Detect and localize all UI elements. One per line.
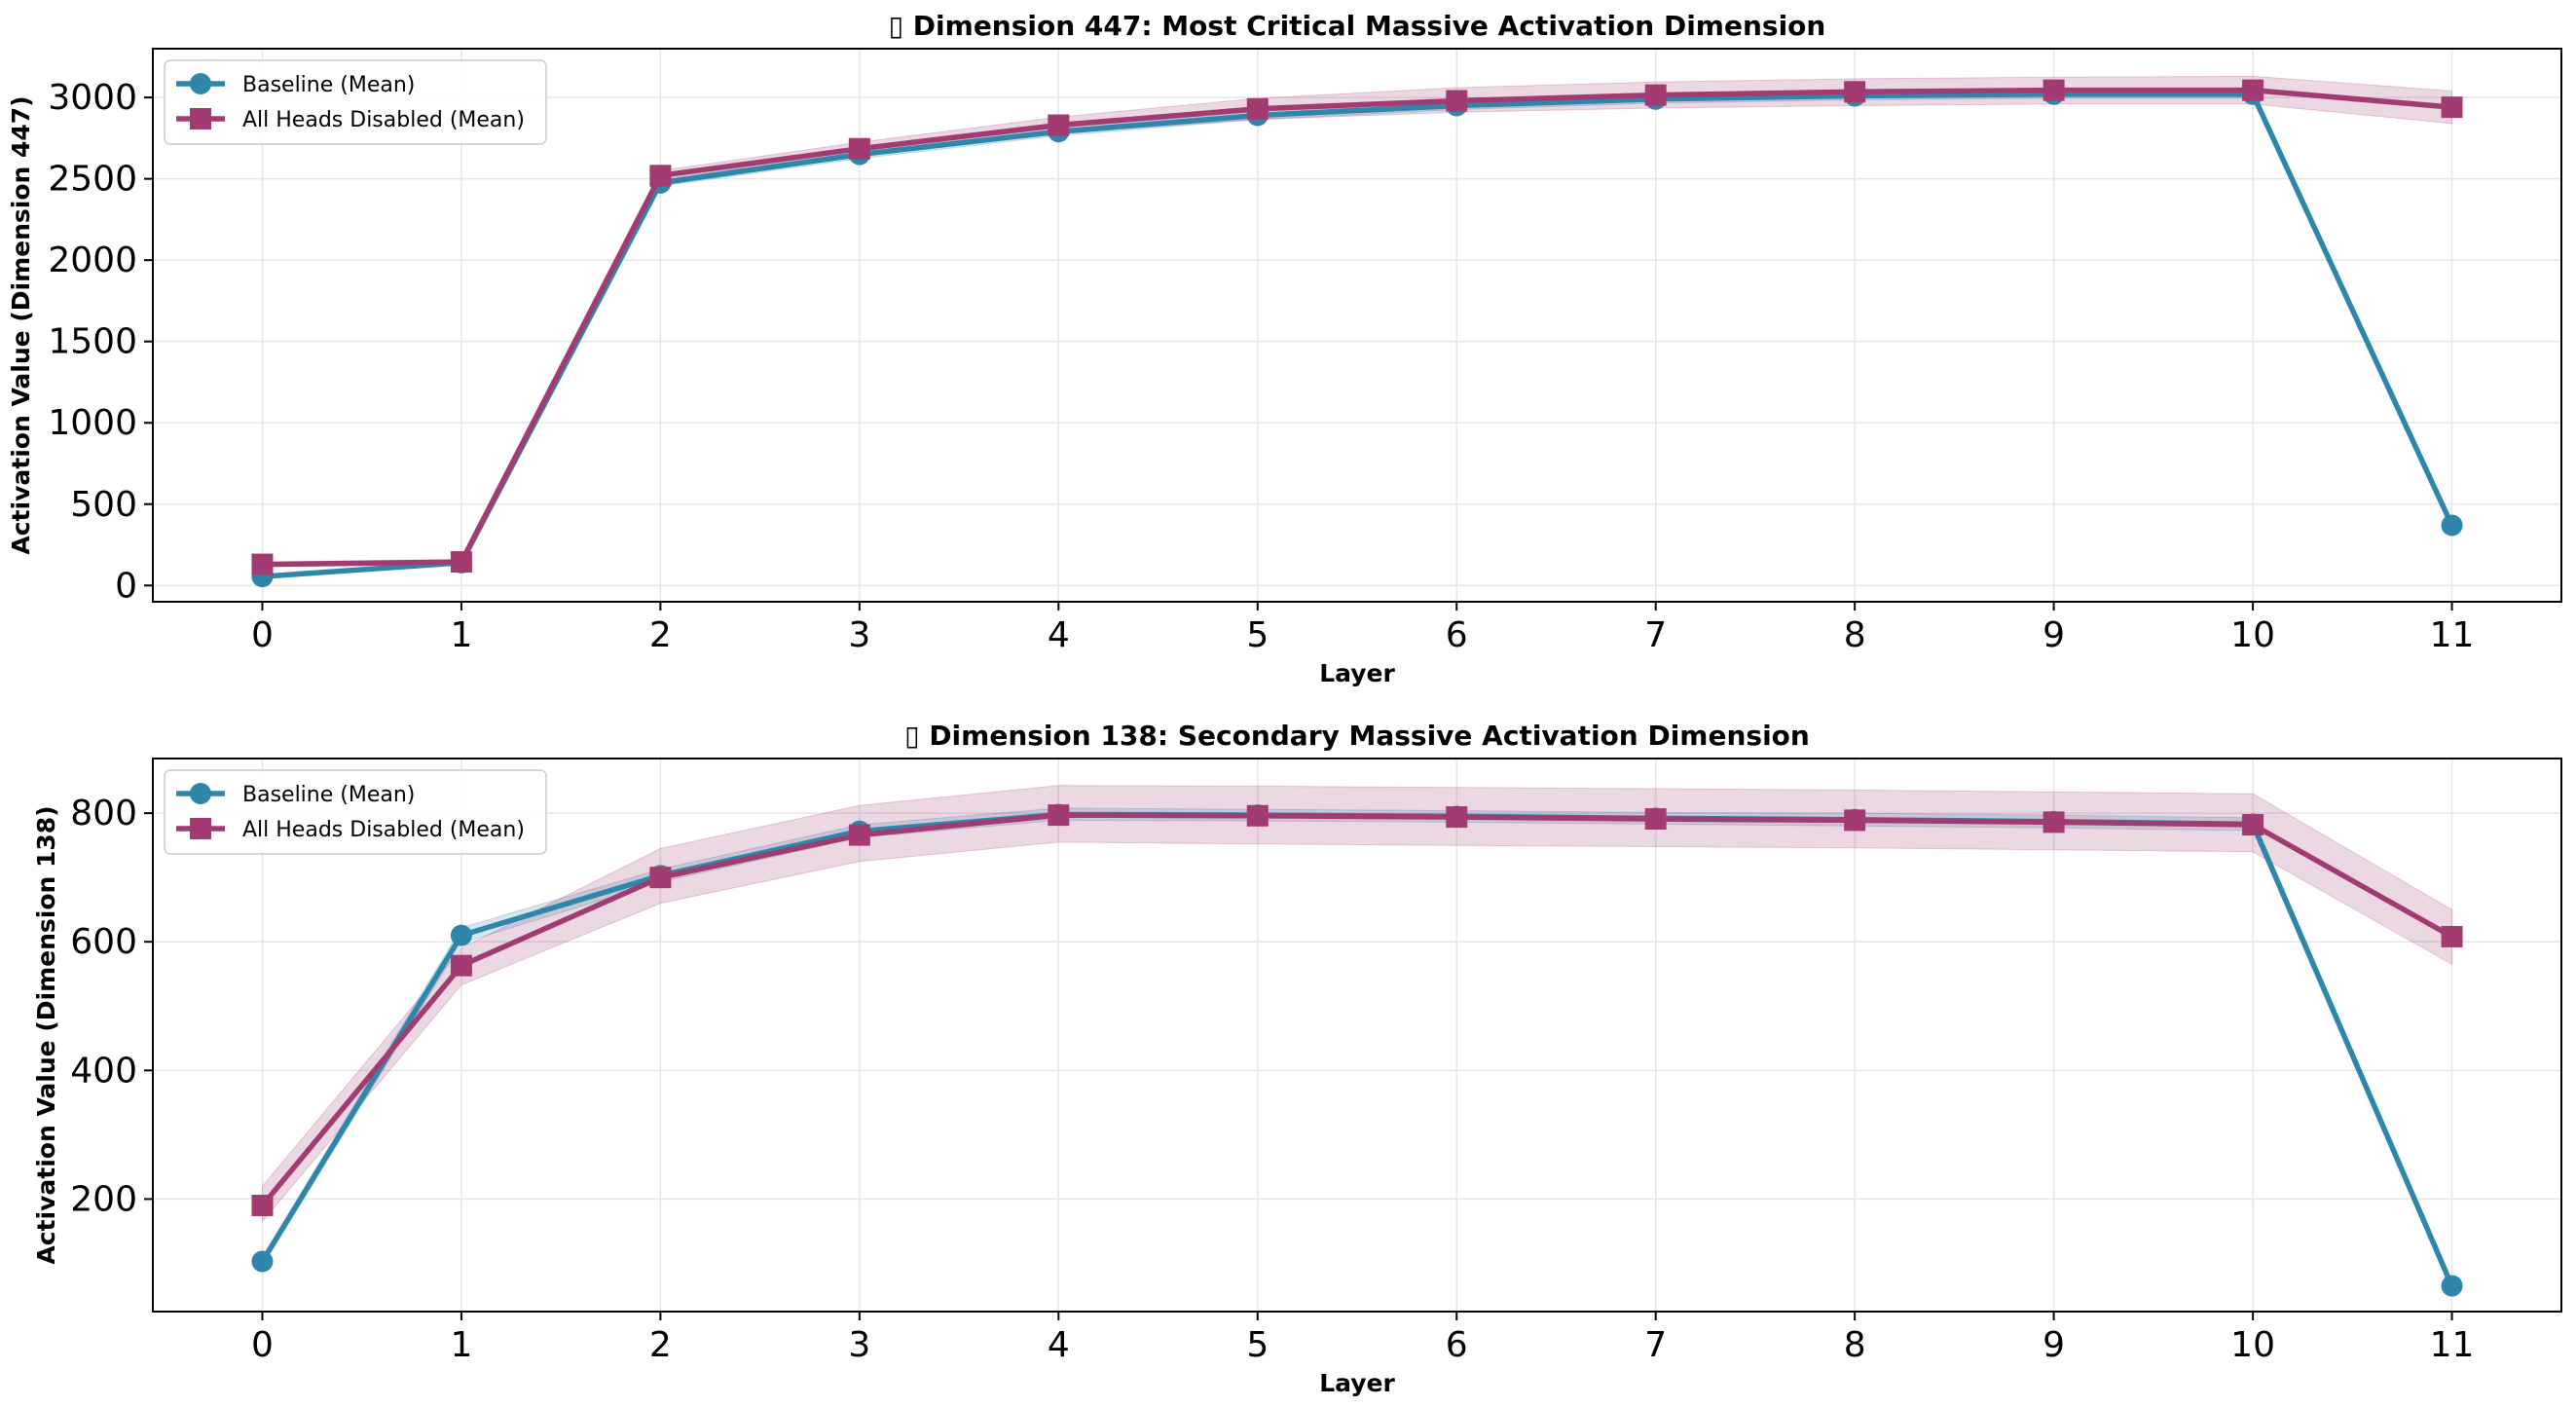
y-tick-label: 3000 bbox=[48, 78, 137, 118]
x-axis-label: Layer bbox=[1319, 659, 1395, 687]
data-point-all-heads-disabled bbox=[649, 867, 672, 889]
y-tick-label: 1000 bbox=[48, 403, 137, 443]
x-tick-label: 10 bbox=[2230, 1325, 2275, 1365]
data-point-all-heads-disabled bbox=[1048, 114, 1070, 136]
data-point-baseline bbox=[2441, 514, 2463, 537]
legend-box bbox=[164, 769, 547, 855]
x-tick-label: 7 bbox=[1644, 1325, 1667, 1365]
x-axis-label: Layer bbox=[1319, 1369, 1395, 1397]
y-tick-label: 2500 bbox=[48, 160, 137, 200]
band-all-heads-disabled bbox=[262, 785, 2452, 1223]
plot-area bbox=[153, 759, 2561, 1312]
x-tick-label: 8 bbox=[1844, 615, 1866, 655]
data-point-all-heads-disabled bbox=[2242, 814, 2264, 836]
legend-label-all-heads-disabled: All Heads Disabled (Mean) bbox=[242, 818, 525, 842]
x-tick-label: 1 bbox=[450, 1325, 472, 1365]
y-tick-label: 400 bbox=[70, 1051, 137, 1091]
x-tick-label: 0 bbox=[251, 1325, 274, 1365]
series-line-baseline bbox=[262, 92, 2454, 579]
y-tick-label: 800 bbox=[70, 794, 137, 833]
data-point-all-heads-disabled bbox=[450, 551, 472, 574]
x-tick-label: 2 bbox=[649, 615, 672, 655]
data-point-all-heads-disabled bbox=[2242, 79, 2264, 101]
chart-dimension-138: 0 1 2 3 4 5 6 7 8 9 10 11 200 400 600 800 ▯ Dimension 13… bbox=[32, 720, 2562, 1397]
y-tick-label: 500 bbox=[70, 485, 137, 525]
x-tick-label: 11 bbox=[2430, 615, 2475, 655]
x-tick-label: 0 bbox=[251, 615, 274, 655]
data-point-all-heads-disabled bbox=[1446, 90, 1468, 112]
data-point-all-heads-disabled bbox=[1644, 808, 1667, 831]
legend-marker-all-heads-disabled bbox=[190, 818, 211, 839]
x-tick-label: 10 bbox=[2230, 615, 2275, 655]
y-tick-label: 600 bbox=[70, 922, 137, 962]
y-tick-label: 2000 bbox=[48, 241, 137, 280]
x-tick-label: 9 bbox=[2042, 1325, 2065, 1365]
x-tick-label: 1 bbox=[450, 615, 472, 655]
chart-title: ▯ Dimension 138: Secondary Massive Activ… bbox=[904, 720, 1810, 752]
data-point-baseline bbox=[2441, 1275, 2463, 1297]
data-point-all-heads-disabled bbox=[848, 137, 870, 160]
legend-marker-all-heads-disabled bbox=[190, 108, 211, 130]
data-point-all-heads-disabled bbox=[251, 1195, 274, 1217]
data-point-all-heads-disabled bbox=[1048, 804, 1070, 827]
y-axis-label: Activation Value (Dimension 138) bbox=[32, 805, 60, 1264]
data-point-all-heads-disabled bbox=[1246, 97, 1269, 120]
x-tick-label: 5 bbox=[1246, 1325, 1269, 1365]
legend-label-baseline: Baseline (Mean) bbox=[242, 73, 415, 97]
chart-title: ▯ Dimension 447: Most Critical Massive A… bbox=[889, 10, 1826, 42]
data-point-baseline bbox=[251, 1250, 274, 1273]
data-point-all-heads-disabled bbox=[1644, 84, 1667, 106]
data-point-all-heads-disabled bbox=[649, 165, 672, 187]
x-tick-label: 8 bbox=[1844, 1325, 1866, 1365]
x-tick-label: 7 bbox=[1644, 615, 1667, 655]
data-point-all-heads-disabled bbox=[450, 954, 472, 977]
data-point-all-heads-disabled bbox=[1844, 809, 1866, 832]
data-point-all-heads-disabled bbox=[2441, 925, 2463, 947]
x-tick-label: 2 bbox=[649, 1325, 672, 1365]
data-point-baseline bbox=[450, 924, 472, 946]
x-tick-label: 3 bbox=[848, 1325, 870, 1365]
data-point-all-heads-disabled bbox=[1446, 806, 1468, 829]
legend-marker-baseline bbox=[190, 73, 211, 94]
y-axis-label: Activation Value (Dimension 447) bbox=[7, 95, 35, 554]
legend-marker-baseline bbox=[190, 783, 211, 804]
x-tick-label: 4 bbox=[1048, 615, 1070, 655]
axes-frame bbox=[152, 758, 2562, 1313]
x-tick-label: 4 bbox=[1048, 1325, 1070, 1365]
x-tick-label: 6 bbox=[1446, 615, 1468, 655]
plot-area bbox=[153, 49, 2561, 602]
x-tick-label: 6 bbox=[1446, 1325, 1468, 1365]
x-tick-label: 5 bbox=[1246, 615, 1269, 655]
legend-label-all-heads-disabled: All Heads Disabled (Mean) bbox=[242, 108, 525, 132]
y-tick-label: 1500 bbox=[48, 322, 137, 362]
data-point-all-heads-disabled bbox=[848, 824, 870, 846]
legend-box bbox=[164, 59, 547, 145]
x-tick-label: 3 bbox=[848, 615, 870, 655]
x-tick-label: 9 bbox=[2042, 615, 2065, 655]
data-point-all-heads-disabled bbox=[2042, 811, 2065, 833]
data-point-all-heads-disabled bbox=[2042, 79, 2065, 101]
y-tick-label: 0 bbox=[115, 566, 137, 606]
series-line-all-heads-disabled bbox=[262, 87, 2452, 568]
axes-frame bbox=[152, 48, 2562, 603]
data-point-all-heads-disabled bbox=[1246, 804, 1269, 827]
legend-label-baseline: Baseline (Mean) bbox=[242, 783, 415, 807]
y-tick-label: 200 bbox=[70, 1179, 137, 1219]
x-tick-label: 11 bbox=[2430, 1325, 2475, 1365]
series-line-all-heads-disabled bbox=[260, 812, 2453, 1207]
data-point-all-heads-disabled bbox=[2441, 96, 2463, 119]
data-point-all-heads-disabled bbox=[251, 553, 274, 575]
chart-dimension-447: 0 1 2 3 4 5 6 7 8 9 10 11 0 500 1000 1500 2000 2500 3000 ▯ … bbox=[7, 10, 2562, 687]
data-point-all-heads-disabled bbox=[1844, 81, 1866, 103]
